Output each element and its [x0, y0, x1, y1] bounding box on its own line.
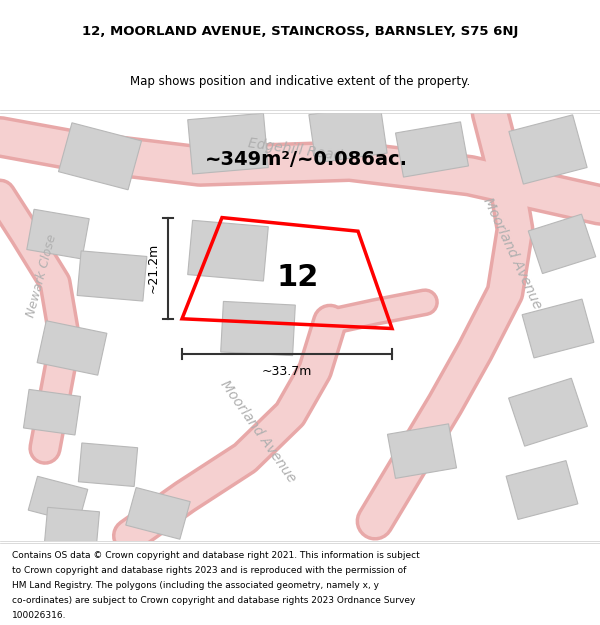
Text: co-ordinates) are subject to Crown copyright and database rights 2023 Ordnance S: co-ordinates) are subject to Crown copyr… — [12, 596, 415, 605]
Polygon shape — [309, 105, 387, 163]
Polygon shape — [77, 251, 147, 301]
Text: Contains OS data © Crown copyright and database right 2021. This information is : Contains OS data © Crown copyright and d… — [12, 551, 420, 560]
Text: 12: 12 — [277, 263, 319, 292]
Polygon shape — [506, 461, 578, 519]
Text: Moorland Avenue: Moorland Avenue — [480, 196, 544, 311]
Polygon shape — [395, 122, 469, 177]
Polygon shape — [221, 301, 295, 356]
Polygon shape — [23, 389, 80, 435]
Polygon shape — [28, 476, 88, 523]
Text: 12, MOORLAND AVENUE, STAINCROSS, BARNSLEY, S75 6NJ: 12, MOORLAND AVENUE, STAINCROSS, BARNSLE… — [82, 25, 518, 38]
Polygon shape — [528, 214, 596, 274]
Text: Moorland Avenue: Moorland Avenue — [217, 378, 299, 486]
Text: ~33.7m: ~33.7m — [262, 366, 312, 379]
Polygon shape — [58, 122, 142, 190]
Text: Newark Close: Newark Close — [25, 233, 59, 319]
Text: 100026316.: 100026316. — [12, 611, 67, 621]
Polygon shape — [188, 220, 268, 281]
Polygon shape — [522, 299, 594, 358]
Polygon shape — [79, 443, 137, 486]
Polygon shape — [509, 115, 587, 184]
Polygon shape — [388, 424, 457, 478]
Polygon shape — [37, 321, 107, 375]
Text: Map shows position and indicative extent of the property.: Map shows position and indicative extent… — [130, 74, 470, 88]
Text: ~349m²/~0.086ac.: ~349m²/~0.086ac. — [205, 150, 408, 169]
Polygon shape — [509, 378, 587, 446]
Polygon shape — [44, 508, 100, 547]
Polygon shape — [126, 488, 190, 539]
Polygon shape — [188, 113, 268, 174]
Text: to Crown copyright and database rights 2023 and is reproduced with the permissio: to Crown copyright and database rights 2… — [12, 566, 406, 575]
Text: HM Land Registry. The polygons (including the associated geometry, namely x, y: HM Land Registry. The polygons (includin… — [12, 581, 379, 590]
Polygon shape — [27, 209, 89, 259]
Text: Edgehill Road: Edgehill Road — [247, 136, 343, 163]
Text: ~21.2m: ~21.2m — [147, 243, 160, 293]
